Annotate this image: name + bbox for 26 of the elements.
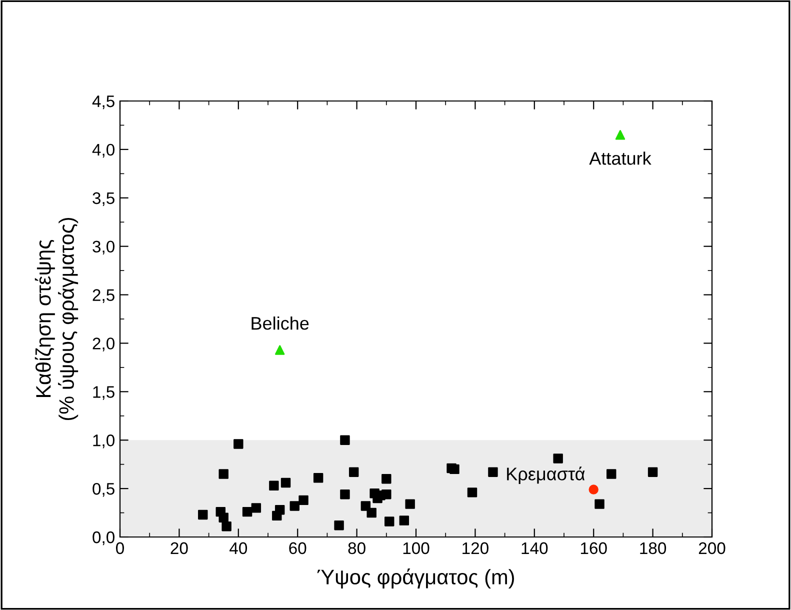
x-tick-label: 20: [170, 542, 188, 554]
annotation: Attaturk: [589, 152, 652, 165]
y-tick-label: 4,5: [92, 96, 114, 110]
y-tick-label: 3,0: [92, 240, 114, 255]
y-tick-label: 3,5: [92, 192, 114, 206]
x-tick-label: 160: [580, 542, 607, 554]
y-tick-label: 1,0: [93, 434, 114, 448]
y-tick-label: 0,5: [92, 482, 114, 497]
y-axis-title: Καθίζηση στέψης (% ύψους φράγματος): [34, 218, 78, 420]
y-tick-label: 2,5: [92, 289, 114, 303]
x-tick-label: 60: [289, 542, 306, 554]
x-tick-label: 140: [522, 542, 548, 554]
x-tick-label: 180: [640, 542, 666, 554]
x-tick-label: 100: [403, 542, 430, 554]
annotation: Beliche: [252, 316, 309, 330]
y-tick-label: 2,0: [92, 338, 114, 352]
x-axis-title: Ύψος φράγματος (m): [317, 568, 514, 589]
x-tick-label: 200: [698, 542, 726, 554]
y-tick-label: 1,5: [93, 386, 114, 400]
y-tick-label: 0,0: [92, 531, 114, 546]
x-tick-label: 0: [116, 542, 124, 554]
x-tick-label: 120: [462, 542, 488, 554]
annotation: Κρεμαστά: [507, 466, 585, 484]
x-tick-label: 40: [230, 542, 248, 554]
x-tick-label: 80: [348, 542, 366, 554]
y-tick-label: 4,0: [92, 144, 114, 158]
